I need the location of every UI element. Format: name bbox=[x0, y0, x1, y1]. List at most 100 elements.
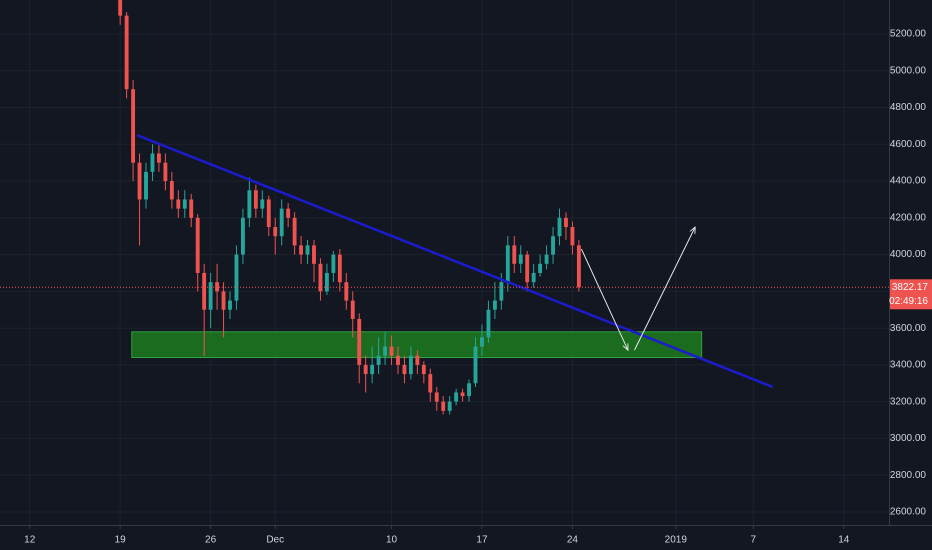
candle-body bbox=[499, 282, 504, 301]
y-tick-label: 4600.00 bbox=[890, 139, 927, 150]
x-tick-label: 12 bbox=[24, 535, 36, 546]
y-tick-label: 3000.00 bbox=[890, 433, 927, 444]
candle-body bbox=[557, 217, 562, 237]
candle-body bbox=[273, 227, 278, 237]
candle-body bbox=[137, 162, 142, 200]
candle-body bbox=[131, 89, 136, 163]
candle-body bbox=[337, 254, 342, 283]
candle-body bbox=[195, 217, 200, 273]
candle-body bbox=[350, 300, 355, 319]
candle-body bbox=[318, 263, 323, 292]
candle-body bbox=[124, 15, 129, 90]
candle-body bbox=[447, 401, 452, 411]
candle-body bbox=[221, 291, 226, 310]
candle-body bbox=[467, 383, 471, 397]
axes: 2600.00 2800.00 3000.00 3200.00 3400.00 3600.… bbox=[24, 29, 932, 546]
candle-body bbox=[260, 199, 265, 209]
candle-body bbox=[150, 153, 155, 172]
trend-line bbox=[136, 133, 774, 389]
x-tick-label: 24 bbox=[567, 535, 579, 546]
candle-body bbox=[512, 245, 517, 264]
candle-body bbox=[156, 153, 161, 163]
candle-body bbox=[396, 355, 400, 365]
candle-body bbox=[286, 208, 291, 218]
x-tick-label: 17 bbox=[476, 535, 488, 546]
x-tick-label: 7 bbox=[751, 535, 757, 546]
y-tick-label: 4000.00 bbox=[890, 249, 927, 260]
candle-body bbox=[247, 190, 252, 218]
candle-body bbox=[460, 392, 465, 397]
x-tick-label: 19 bbox=[115, 535, 127, 546]
x-tick-label: 26 bbox=[205, 535, 217, 546]
candle-body bbox=[324, 272, 329, 292]
candle-body bbox=[208, 282, 213, 310]
candle-body bbox=[144, 171, 148, 200]
candle-body bbox=[292, 217, 297, 246]
x-tick-label: Dec bbox=[266, 535, 284, 546]
candle-body bbox=[402, 364, 407, 375]
y-tick-label: 2800.00 bbox=[890, 470, 927, 481]
candle-body bbox=[344, 282, 349, 301]
candle-body bbox=[215, 282, 220, 292]
countdown-label: 02:49:16 bbox=[889, 296, 928, 307]
candle-body bbox=[492, 300, 497, 310]
candle-body bbox=[228, 300, 232, 310]
candle-body bbox=[370, 364, 375, 375]
candle-body bbox=[169, 181, 174, 200]
candle-body bbox=[376, 355, 381, 365]
candle-body bbox=[564, 217, 568, 228]
projection-arrow bbox=[581, 248, 628, 350]
candle-body bbox=[305, 245, 310, 255]
candle-body bbox=[118, 0, 123, 16]
y-tick-label: 4400.00 bbox=[890, 176, 927, 187]
y-tick-label: 5200.00 bbox=[890, 29, 927, 40]
candle-body bbox=[163, 162, 168, 182]
candle-body bbox=[253, 190, 258, 209]
y-tick-label: 3600.00 bbox=[890, 323, 927, 334]
candle-body bbox=[570, 227, 575, 246]
candle-body bbox=[357, 318, 362, 365]
candle-body bbox=[428, 374, 433, 393]
support-zone bbox=[131, 331, 703, 359]
last-price-box bbox=[890, 279, 932, 310]
candle-body bbox=[279, 208, 284, 237]
x-tick-label: 10 bbox=[386, 535, 398, 546]
y-tick-label: 4200.00 bbox=[890, 212, 927, 223]
candle-body bbox=[544, 254, 549, 264]
candle-body bbox=[454, 392, 459, 402]
candle-body bbox=[299, 245, 304, 255]
candle-body bbox=[182, 199, 187, 209]
last-price-label: 3822.17 bbox=[892, 282, 929, 293]
candle-body bbox=[505, 245, 510, 283]
candle-body bbox=[531, 272, 536, 283]
candle-body bbox=[421, 364, 426, 375]
candle-body bbox=[240, 217, 245, 255]
candle-body bbox=[312, 245, 316, 264]
candle-body bbox=[480, 337, 484, 347]
y-tick-label: 5000.00 bbox=[890, 65, 927, 76]
candle-body bbox=[518, 254, 523, 264]
candle-body bbox=[486, 309, 491, 338]
y-tick-label: 2600.00 bbox=[890, 507, 927, 518]
y-tick-label: 3400.00 bbox=[890, 360, 927, 371]
candle-body bbox=[538, 263, 543, 273]
candle-body bbox=[202, 272, 207, 310]
candle-body bbox=[389, 346, 394, 356]
candle-body bbox=[415, 355, 420, 365]
grid bbox=[0, 0, 889, 525]
plot-area bbox=[0, 0, 889, 415]
y-tick-label: 3200.00 bbox=[890, 396, 927, 407]
candle-body bbox=[473, 346, 478, 384]
projection-arrow bbox=[633, 227, 695, 351]
candle-body bbox=[331, 254, 336, 273]
candle-body bbox=[551, 236, 555, 255]
candle-body bbox=[234, 254, 239, 301]
candle-body bbox=[434, 392, 439, 402]
candle-body bbox=[189, 199, 194, 218]
candle-body bbox=[363, 364, 368, 375]
candle-body bbox=[441, 401, 446, 411]
candle-body bbox=[383, 346, 387, 356]
candle-body bbox=[266, 199, 271, 228]
